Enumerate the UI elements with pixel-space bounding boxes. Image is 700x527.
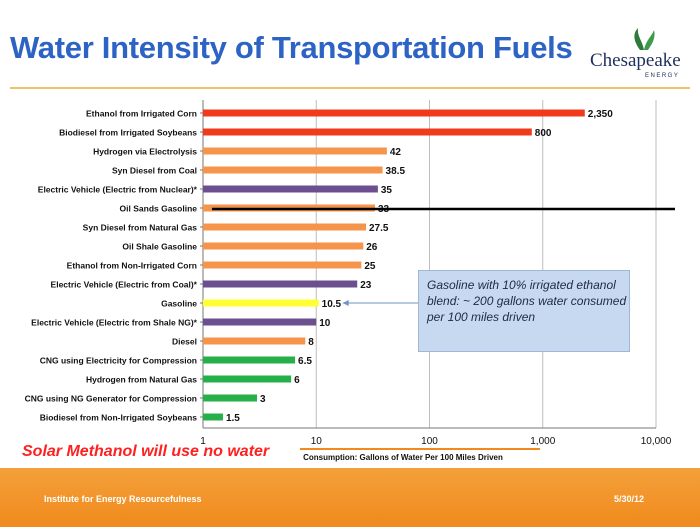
bar	[203, 261, 362, 269]
solar-methanol-note: Solar Methanol will use no water	[22, 443, 270, 460]
logo-name: Chesapeake	[590, 50, 681, 71]
value-label: 42	[390, 147, 402, 158]
bar	[203, 128, 532, 136]
value-label: 35	[381, 185, 393, 196]
bar	[203, 223, 367, 231]
bar	[203, 166, 383, 174]
category-label: Ethanol from Irrigated Corn	[86, 109, 197, 119]
category-label: Diesel	[172, 337, 197, 347]
value-label: 26	[366, 242, 378, 253]
category-label: Oil Sands Gasoline	[120, 204, 198, 214]
callout-arrowhead	[342, 300, 349, 306]
category-label: Ethanol from Non-Irrigated Corn	[67, 261, 197, 271]
category-label: Electric Vehicle (Electric from Coal)*	[51, 280, 198, 290]
bar	[203, 242, 364, 250]
bar	[203, 356, 296, 364]
bar	[203, 280, 358, 288]
category-label: Biodiesel from Irrigated Soybeans	[59, 128, 197, 138]
value-label: 1.5	[226, 413, 240, 424]
x-tick-label: 10,000	[641, 436, 672, 447]
value-label: 2,350	[588, 109, 613, 120]
footer-organization: Institute for Energy Resourcefulness	[44, 494, 202, 504]
category-label: Oil Shale Gasoline	[122, 242, 197, 252]
bar	[203, 109, 585, 117]
title-divider	[10, 87, 690, 89]
bar	[203, 299, 319, 307]
callout-text: Gasoline with 10% irrigated ethanol blen…	[427, 278, 627, 324]
torch-icon	[634, 28, 655, 50]
category-label: Biodiesel from Non-Irrigated Soybeans	[40, 413, 198, 423]
value-label: 8	[308, 337, 314, 348]
chesapeake-logo: Chesapeake ENERGY	[590, 28, 690, 84]
bar	[203, 318, 317, 326]
x-tick-label: 1	[200, 436, 206, 447]
category-label: Electric Vehicle (Electric from Shale NG…	[31, 318, 198, 328]
bar	[203, 185, 378, 193]
water-intensity-chart: 1 10 100 1,000 10,000 Ethanol from Irrigated …	[25, 100, 675, 462]
slide-title: Water Intensity of Transportation Fuels	[10, 30, 573, 65]
bar	[203, 375, 292, 383]
x-tick-label: 100	[421, 436, 438, 447]
category-label: Gasoline	[161, 299, 197, 309]
category-label: CNG using Electricity for Compression	[40, 356, 197, 366]
callout-box: Gasoline with 10% irrigated ethanol blen…	[418, 270, 630, 352]
x-axis-title: Consumption: Gallons of Water Per 100 Mi…	[303, 453, 503, 462]
value-label: 23	[360, 280, 372, 291]
category-label: Syn Diesel from Coal	[112, 166, 197, 176]
category-label: Hydrogen from Natural Gas	[86, 375, 197, 385]
value-label: 10.5	[322, 299, 342, 310]
category-label: Electric Vehicle (Electric from Nuclear)…	[38, 185, 198, 195]
x-tick-label: 10	[311, 436, 323, 447]
value-label: 6.5	[298, 356, 312, 367]
value-label: 27.5	[369, 223, 389, 234]
bar	[203, 413, 223, 421]
value-label: 6	[294, 375, 300, 386]
category-label: Hydrogen via Electrolysis	[93, 147, 197, 157]
value-label: 25	[364, 261, 376, 272]
category-label: Syn Diesel from Natural Gas	[83, 223, 198, 233]
value-label: 38.5	[386, 166, 406, 177]
footer-bar: Institute for Energy Resourcefulness 5/3…	[0, 468, 700, 527]
x-tick-label: 1,000	[530, 436, 555, 447]
value-label: 3	[260, 394, 266, 405]
logo-tagline: ENERGY	[645, 73, 680, 79]
category-label: CNG using NG Generator for Compression	[25, 394, 197, 404]
value-label: 800	[535, 128, 552, 139]
bar	[203, 394, 258, 402]
footer-date: 5/30/12	[614, 494, 645, 504]
bar	[203, 147, 387, 155]
bar	[203, 337, 306, 345]
value-label: 10	[319, 318, 331, 329]
